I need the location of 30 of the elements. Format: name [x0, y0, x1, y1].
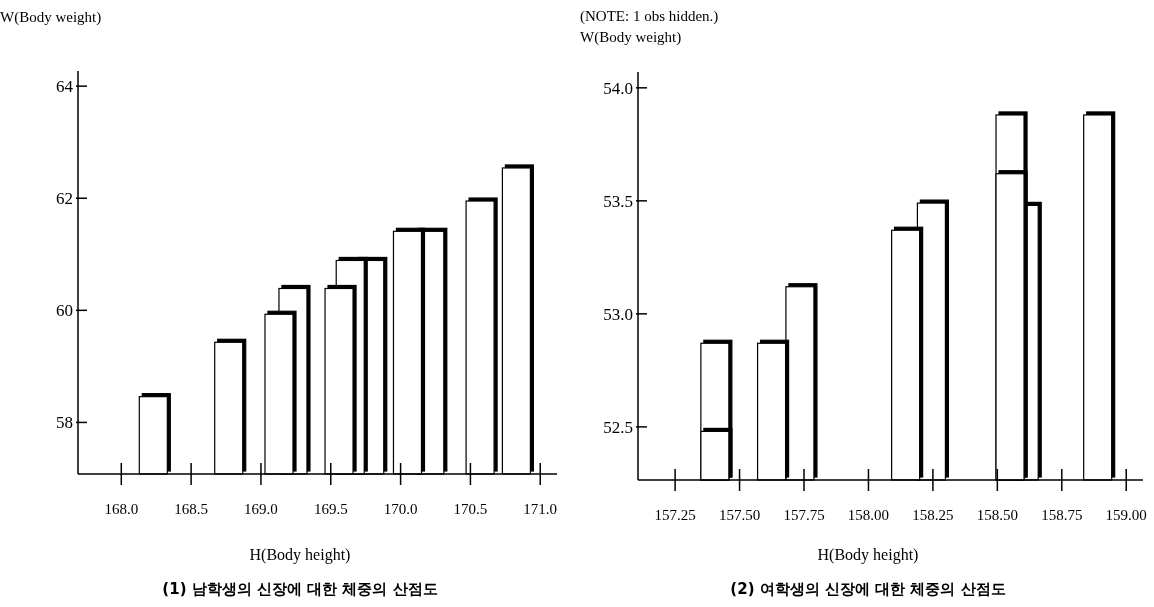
x-tick-label: 158.50 — [976, 507, 1018, 523]
x-tick-label: 158.75 — [1041, 507, 1083, 523]
x-tick-label: 157.75 — [783, 507, 825, 523]
y-tick-label: 58 — [56, 413, 73, 433]
x-tick-label: 157.25 — [654, 507, 696, 523]
y-tick-label: 53.0 — [603, 304, 633, 324]
x-tick-label: 169.0 — [244, 501, 278, 517]
x-tick-label: 158.00 — [847, 507, 890, 523]
y-axis-title: W(Body weight) — [0, 9, 102, 26]
text: (2) 여학생의 신장에 대한 체중의 산점도 — [730, 580, 1006, 598]
y-tick-label: 62 — [56, 189, 73, 209]
x-tick-label: 168.5 — [174, 501, 208, 517]
x-axis-title: H(Body height) — [249, 546, 351, 564]
y-tick-label: 53.5 — [603, 191, 633, 211]
x-tick-label: 158.25 — [912, 507, 954, 523]
y-axis-title: W(Body weight) — [580, 29, 682, 46]
text: (1) 남학생의 신장에 대한 체중의 산점도 — [162, 580, 438, 598]
x-tick-label: 170.5 — [453, 501, 488, 517]
x-axis-title: H(Body height) — [817, 546, 919, 564]
x-tick-label: 170.0 — [383, 501, 418, 517]
x-tick-label: 169.5 — [313, 501, 348, 517]
y-tick-label: 54.0 — [603, 78, 633, 98]
y-tick-label: 64 — [56, 77, 74, 97]
text: (NOTE: 1 obs hidden.) — [580, 8, 719, 25]
y-tick-label: 52.5 — [603, 417, 633, 437]
x-tick-label: 171.0 — [523, 501, 558, 517]
y-tick-label: 60 — [56, 301, 73, 321]
x-tick-label: 168.0 — [104, 501, 139, 517]
x-tick-label: 157.50 — [718, 507, 761, 523]
x-tick-label: 159.00 — [1105, 507, 1147, 523]
